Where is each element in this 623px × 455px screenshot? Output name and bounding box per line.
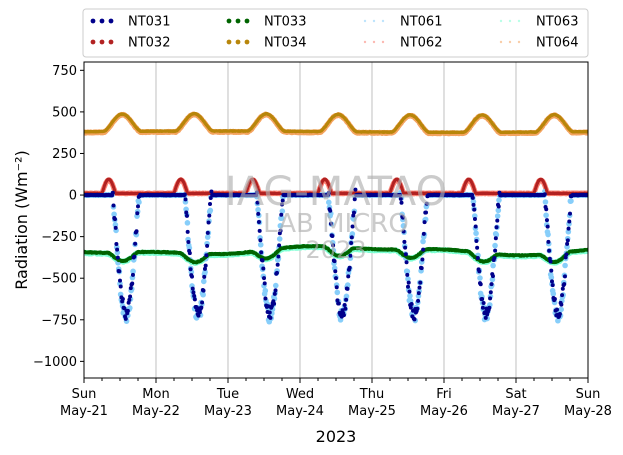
legend-marker [244,39,250,45]
legend-marker [90,39,96,45]
point-nt061 [562,262,568,269]
point-nt061 [200,291,206,298]
legend-label: NT034 [264,36,306,51]
legend-marker [226,18,232,24]
legend-marker [108,18,114,24]
legend-marker [517,40,521,44]
point-nt061 [257,241,264,248]
point-nt061 [262,287,269,294]
legend-item-nt032: NT032 [90,36,170,51]
point-nt061 [543,212,549,219]
legend-marker [372,19,376,23]
legend-label: NT061 [400,15,442,30]
legend-label: NT032 [128,36,170,51]
point-nt061 [407,293,413,299]
legend-marker [508,40,512,44]
legend-marker [99,39,105,45]
point-nt061 [272,282,279,289]
legend: NT031 NT032 NT033 NT034 NT061 NT062 NT063 NT064 [82,8,589,58]
legend-marker [381,19,385,23]
legend-label: NT063 [536,15,578,30]
legend-marker [372,40,376,44]
point-nt061 [494,213,501,219]
point-nt061 [477,275,483,281]
legend-label: NT062 [400,36,442,51]
legend-label: NT031 [128,15,170,30]
legend-marker [508,19,512,23]
point-nt061 [184,220,191,226]
legend-marker [235,18,241,24]
legend-marker [499,40,503,44]
legend-marker [363,19,367,23]
legend-marker [499,19,503,23]
point-nt061 [496,197,502,203]
legend-marker [235,39,241,45]
point-nt061 [568,198,574,204]
legend-item-nt033: NT033 [226,15,306,30]
point-nt061 [558,306,564,313]
legend-marker [244,18,250,24]
legend-marker [108,39,114,45]
legend-marker [226,39,232,45]
legend-item-nt063: NT063 [499,15,578,30]
point-nt061 [136,199,142,205]
point-nt061 [207,207,214,214]
legend-label: NT064 [536,36,578,51]
legend-marker [517,19,521,23]
point-nt061 [200,278,207,285]
point-nt061 [545,231,551,238]
point-nt061 [542,199,549,205]
legend-marker [381,40,385,44]
point-nt061 [550,290,557,297]
legend-marker [90,18,96,24]
point-nt061 [334,289,341,296]
legend-item-nt061: NT061 [363,15,442,30]
legend-label: NT033 [264,15,306,30]
point-nt061 [492,242,498,249]
legend-item-nt031: NT031 [90,15,170,30]
point-nt061 [473,230,479,237]
legend-marker [363,40,367,44]
legend-frame [82,8,589,58]
legend-item-nt064: NT064 [499,36,578,51]
legend-marker [99,18,105,24]
legend-item-nt062: NT062 [363,36,442,51]
legend-item-nt034: NT034 [226,36,306,51]
gridlines [155,62,517,378]
point-nt061 [490,262,496,269]
